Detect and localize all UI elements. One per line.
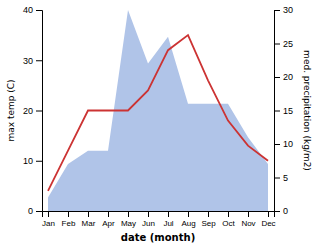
tick: 30 [274,5,293,15]
tick-label: Feb [62,219,76,228]
axis-line [36,11,43,212]
tick-label: Dec [261,219,275,228]
tick: Jul [163,211,173,228]
tick-mark [274,44,280,45]
chart: 010203040051015202530JanFebMarAprMayJunJ… [0,0,318,247]
tick-mark [36,60,42,61]
tick-mark [268,211,269,217]
y-axis-title: max temp (C) [6,79,16,141]
y2-axis: 0 5 10 15 20 25 30 [274,5,293,216]
tick-label: Jul [163,219,173,228]
tick: Feb [62,211,76,228]
tick: 40 [23,5,42,15]
tick-mark [48,211,49,217]
tick-label: 40 [23,5,33,15]
axis-line [43,212,275,218]
tick-mark [248,211,249,217]
tick-label: 25 [283,39,293,49]
tick-mark [208,211,209,217]
tick-label: Mar [82,219,96,228]
tick-mark [36,161,42,162]
tick: Jan [42,211,55,228]
tick-mark [168,211,169,217]
tick: Nov [241,211,255,228]
tick-label: 15 [283,106,293,116]
tick: Dec [261,211,275,228]
area [48,10,268,211]
tick: May [121,211,136,228]
tick-label: 0 [28,206,33,216]
tick-label: May [121,219,136,228]
tick: Jun [142,211,155,228]
x-axis-title: date (month) [121,232,195,243]
tick: 10 [23,156,42,166]
tick-label: 10 [283,139,293,149]
tick-label: Jun [142,219,155,228]
tick-mark [274,111,280,112]
tick-mark [274,77,280,78]
tick: 20 [23,106,42,116]
y2-axis-title: med. precipitation (kg/m2) [302,50,312,171]
tick: 0 [28,206,42,216]
tick-mark [228,211,229,217]
tick-label: 30 [23,56,33,66]
tick-mark [36,111,42,112]
tick: Aug [181,211,195,228]
tick-label: 5 [283,173,288,183]
tick-mark [108,211,109,217]
tick-mark [274,10,280,11]
tick-mark [36,211,42,212]
tick: 30 [23,56,42,66]
tick-label: 20 [23,106,33,116]
tick-mark [274,144,280,145]
tick-label: 20 [283,72,293,82]
plot: 010203040051015202530JanFebMarAprMayJunJ… [6,5,312,243]
tick: Oct [222,211,235,228]
y-axis: 0 10 20 30 40 [23,5,43,216]
tick: 20 [274,72,293,82]
tick: 5 [274,173,288,183]
tick-mark [88,211,89,217]
tick: Mar [82,211,96,228]
tick: Sep [201,211,216,228]
axis-line [275,11,281,212]
marks [48,10,268,211]
tick-label: Sep [201,219,216,228]
tick-mark [148,211,149,217]
tick-label: 10 [23,156,33,166]
tick: Apr [102,211,115,228]
tick-label: 0 [283,206,288,216]
tick-label: Jan [42,219,55,228]
tick-label: 30 [283,5,293,15]
tick-label: Oct [222,219,235,228]
tick-label: Apr [102,219,115,228]
tick-mark [36,10,42,11]
tick: 0 [274,206,288,216]
x-axis: Jan Feb Mar Apr May Jun Jul Aug Sep Oct Nov Dec [42,211,276,228]
tick-mark [128,211,129,217]
tick: 10 [274,139,293,149]
tick-label: Aug [181,219,195,228]
tick-mark [274,178,280,179]
tick-mark [188,211,189,217]
line [48,35,268,191]
tick: 15 [274,106,293,116]
tick-label: Nov [241,219,255,228]
tick: 25 [274,39,293,49]
tick-mark [68,211,69,217]
